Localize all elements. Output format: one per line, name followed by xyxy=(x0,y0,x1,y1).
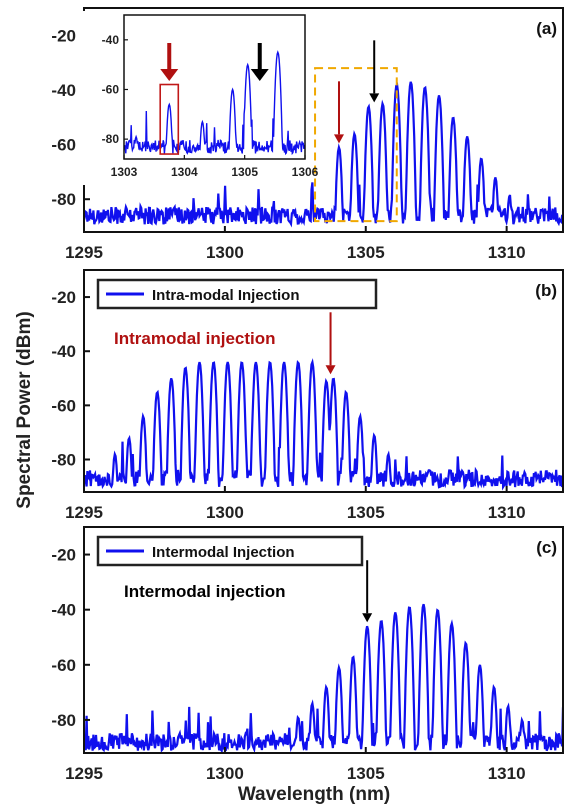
legend-b: Intra-modal Injection xyxy=(96,278,378,310)
inset-background xyxy=(78,11,311,185)
annotation-c: Intermodal injection xyxy=(124,582,286,601)
x-tick-label-b: 1295 xyxy=(65,503,103,522)
inset-trace xyxy=(124,50,305,156)
arrow-red-a-0-head xyxy=(333,134,344,144)
inset-x-tick-label: 1304 xyxy=(171,165,198,179)
y-tick-label-c: -60 xyxy=(51,656,76,675)
plot-frame-b xyxy=(83,269,564,493)
zoom-region-box xyxy=(314,67,398,223)
inset-x-tick-label: 1303 xyxy=(111,165,138,179)
x-tick-label-c: 1310 xyxy=(488,764,526,783)
y-tick-label-c: -40 xyxy=(51,601,76,620)
x-tick-label-a: 1295 xyxy=(65,243,103,262)
arrow-black-c-0 xyxy=(362,560,373,623)
inset-arrow-red-0-shaft xyxy=(167,43,172,69)
panel-b: -20 -40 -60 -80 1295 1300 1305 1310 (b) Intra-mod… xyxy=(51,269,564,522)
inset-y-tick-label: -40 xyxy=(102,33,120,47)
annotation-b: Intramodal injection xyxy=(114,329,276,348)
spectrum-trace-a xyxy=(84,81,563,228)
arrow-black-a-1 xyxy=(369,40,380,103)
spectrum-trace-b xyxy=(84,358,563,491)
x-tick-label-b: 1310 xyxy=(488,503,526,522)
panel-a: -20 -40 -60 -80 1295 1300 1305 1310 (a) -40 -60 -80… xyxy=(51,7,564,262)
y-tick-label-c: -20 xyxy=(51,546,76,565)
inset-frame xyxy=(123,14,306,160)
legend-c: Intermodal Injection xyxy=(96,535,364,567)
x-tick-label-b: 1305 xyxy=(347,503,385,522)
inset-arrow-red-0-head xyxy=(160,69,179,81)
legend-text-c: Intermodal Injection xyxy=(152,544,295,561)
arrow-black-a-1-head xyxy=(369,93,380,103)
y-tick-label-a: -60 xyxy=(51,136,76,155)
y-tick-label-c: -80 xyxy=(51,711,76,730)
panel-label-c: (c) xyxy=(536,538,557,557)
inset-x-tick-label: 1305 xyxy=(231,165,258,179)
legend-box-b xyxy=(96,278,378,310)
y-tick-label-a: -40 xyxy=(51,81,76,100)
y-tick-label-b: -40 xyxy=(51,342,76,361)
arrow-red-b-0 xyxy=(325,312,336,375)
plot-frame-c xyxy=(83,526,564,754)
panel-c: -20 -40 -60 -80 1295 1300 1305 1310 (c) Intermoda… xyxy=(51,526,564,783)
legend-text-b: Intra-modal Injection xyxy=(152,287,300,304)
arrow-black-c-0-head xyxy=(362,613,373,623)
x-tick-label-a: 1310 xyxy=(488,243,526,262)
panel-label-b: (b) xyxy=(535,281,557,300)
shared-x-axis-label: Wavelength (nm) xyxy=(238,784,390,805)
inset-arrow-black-1-shaft xyxy=(257,43,262,69)
inset-arrow-black-1 xyxy=(250,43,269,81)
inset-panel: -40 -60 -80 1303 1304 1305 1306 xyxy=(78,11,319,185)
x-tick-label-c: 1295 xyxy=(65,764,103,783)
y-tick-label-b: -20 xyxy=(51,288,76,307)
inset-highlight-box xyxy=(159,83,180,155)
x-tick-label-a: 1300 xyxy=(206,243,244,262)
arrow-red-a-0 xyxy=(333,81,344,144)
arrow-red-b-0-head xyxy=(325,365,336,375)
x-tick-label-c: 1305 xyxy=(347,764,385,783)
y-tick-label-b: -60 xyxy=(51,396,76,415)
panels-group: -20 -40 -60 -80 1295 1300 1305 1310 (a) -40 -60 -80… xyxy=(51,7,564,783)
y-tick-label-a: -80 xyxy=(51,190,76,209)
inset-arrow-black-1-head xyxy=(250,69,269,81)
inset-y-tick-label: -80 xyxy=(102,132,120,146)
inset-y-tick-label: -60 xyxy=(102,82,120,96)
arrow-red-b-0-shaft xyxy=(329,312,332,366)
y-tick-label-b: -80 xyxy=(51,451,76,470)
shared-y-axis-label: Spectral Power (dBm) xyxy=(14,311,35,508)
y-tick-label-a: -20 xyxy=(51,26,76,45)
inset-arrow-red-0 xyxy=(160,43,179,81)
arrow-red-a-0-shaft xyxy=(337,81,340,135)
x-tick-label-c: 1300 xyxy=(206,764,244,783)
panel-label-a: (a) xyxy=(536,19,557,38)
arrow-black-a-1-shaft xyxy=(373,40,376,94)
spectrum-trace-c xyxy=(84,603,563,753)
x-tick-label-b: 1300 xyxy=(206,503,244,522)
inset-x-tick-label: 1306 xyxy=(292,165,319,179)
x-tick-label-a: 1305 xyxy=(347,243,385,262)
arrow-black-c-0-shaft xyxy=(366,560,369,614)
